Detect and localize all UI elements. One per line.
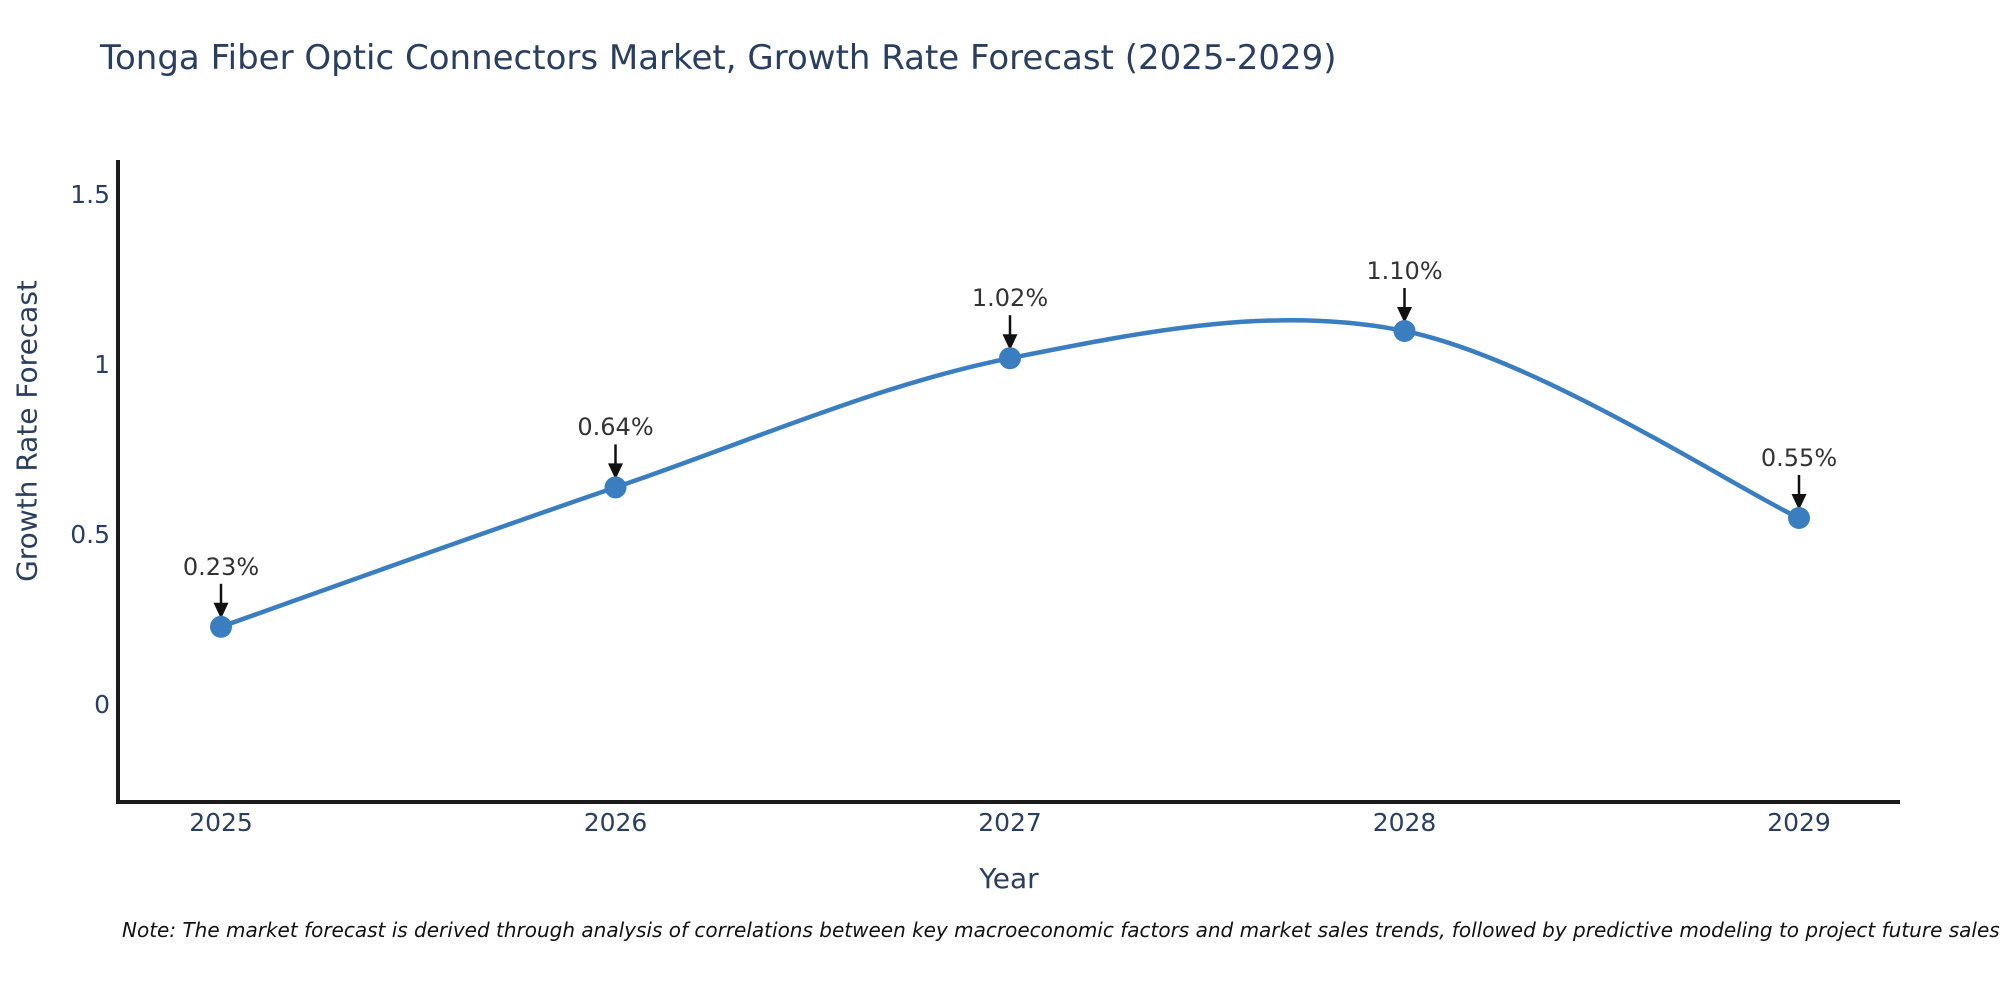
annotation-arrows bbox=[213, 288, 1807, 619]
footnote: Note: The market forecast is derived thr… bbox=[122, 918, 2000, 942]
annotation-arrow-head bbox=[608, 463, 623, 480]
data-point-marker bbox=[999, 347, 1021, 370]
point-annotation-label: 0.55% bbox=[1760, 444, 1838, 472]
annotation-arrow-head bbox=[213, 602, 229, 619]
y-tick-label: 1.5 bbox=[70, 180, 110, 209]
x-tick-label: 2028 bbox=[1372, 808, 1437, 837]
x-axis-title: Year bbox=[979, 862, 1039, 895]
annotation-arrow-head bbox=[1791, 494, 1807, 510]
point-annotation-label: 1.10% bbox=[1366, 257, 1443, 285]
annotation-arrow-head bbox=[1002, 334, 1018, 351]
data-point-markers bbox=[210, 320, 1810, 638]
x-tick-label: 2026 bbox=[583, 808, 648, 837]
data-point-marker bbox=[604, 476, 627, 499]
point-annotation-label: 1.02% bbox=[971, 284, 1049, 313]
chart-title: Tonga Fiber Optic Connectors Market, Gro… bbox=[100, 38, 1337, 78]
y-axis-title: Growth Rate Forecast bbox=[10, 280, 44, 582]
point-annotation-label: 0.64% bbox=[577, 413, 654, 442]
data-point-marker bbox=[210, 615, 232, 638]
x-tick-label: 2029 bbox=[1767, 808, 1831, 837]
data-point-marker bbox=[1788, 507, 1810, 529]
annotation-arrow-head bbox=[1397, 307, 1412, 323]
point-annotation-label: 0.23% bbox=[182, 552, 260, 581]
y-tick-label: 0 bbox=[94, 690, 110, 719]
data-point-marker bbox=[1393, 320, 1416, 342]
y-tick-label: 0.5 bbox=[70, 520, 110, 549]
x-tick-label: 2027 bbox=[978, 808, 1042, 837]
y-tick-label: 1 bbox=[94, 350, 110, 379]
x-tick-label: 2025 bbox=[189, 808, 253, 837]
